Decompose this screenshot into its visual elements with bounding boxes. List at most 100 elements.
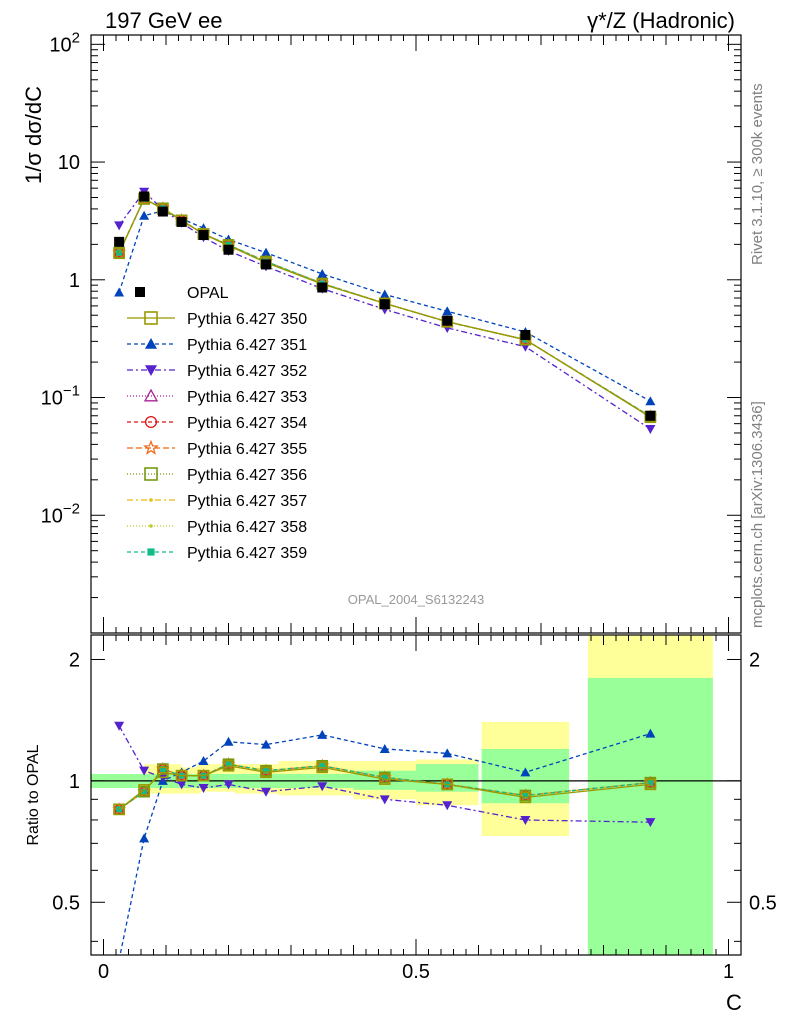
series-point: [645, 396, 656, 406]
ratio-series-point: [223, 736, 234, 746]
ratio-series-line: [118, 725, 651, 823]
series-point: [261, 247, 271, 257]
ratio-series-point: [645, 728, 656, 738]
ratio-series-point: [317, 782, 328, 792]
x-axis-label: C: [726, 990, 742, 1015]
ratio-series-point: [379, 743, 390, 753]
opal-data-point: [176, 216, 187, 227]
x-tick-label: 0.5: [402, 961, 430, 983]
ratio-series-point: [644, 778, 657, 791]
ratio-series-point: [222, 759, 235, 772]
opal-data-point: [520, 329, 531, 340]
legend-marker: [147, 548, 155, 556]
main-y-tick-label: 10−2: [41, 500, 80, 527]
opal-data-point: [317, 282, 328, 293]
ratio-series-point: [520, 767, 531, 777]
legend-label: OPAL: [187, 285, 229, 302]
legend-marker: [143, 439, 159, 455]
ratio-series-point: [141, 788, 148, 795]
legend-entry-series: Pythia 6.427 353: [127, 388, 307, 406]
series-point: [645, 425, 656, 435]
series-point: [317, 268, 328, 278]
ratio-series-line: [118, 765, 651, 810]
ratio-series-point: [116, 806, 123, 813]
legend-entry-series: Pythia 6.427 352: [127, 363, 307, 380]
ratio-y-tick-label-right: 0.5: [749, 892, 777, 914]
legend-marker: [144, 415, 158, 429]
legend-marker: [145, 338, 157, 349]
series-line: [118, 210, 651, 402]
ratio-series-point: [522, 792, 529, 799]
legend-marker: [145, 365, 157, 376]
ratio-y-tick-label: 1: [69, 771, 80, 793]
legend-entry-series: Pythia 6.427 359: [127, 545, 307, 562]
ratio-series-point: [198, 784, 209, 794]
series-point: [114, 287, 125, 297]
legend-entry-series: Pythia 6.427 355: [127, 439, 307, 458]
ratio-band-green: [587, 677, 713, 955]
ratio-series-point: [647, 779, 654, 786]
legend-label: Pythia 6.427 350: [187, 311, 307, 328]
ratio-series-point: [175, 769, 188, 782]
ratio-series-point: [317, 729, 328, 739]
ratio-series-point: [114, 721, 125, 731]
legend-entry-series: Pythia 6.427 358: [127, 519, 307, 536]
main-plot-frame: [90, 34, 742, 634]
opal-data-point: [379, 299, 390, 310]
plot-title-right: γ*/Z (Hadronic): [587, 8, 735, 33]
ratio-series-point: [261, 787, 271, 797]
legend-marker: [149, 498, 153, 502]
series-point: [114, 221, 125, 231]
ratio-series-point: [197, 769, 210, 782]
ratio-series-line: [118, 763, 651, 810]
ratio-y-tick-label: 0.5: [52, 892, 80, 914]
legend-entry-series: Pythia 6.427 356: [127, 467, 307, 484]
series-point: [442, 306, 453, 316]
ratio-series-point: [113, 803, 125, 816]
side-text-mcplots: mcplots.cern.ch [arXiv:1306.3436]: [749, 401, 766, 628]
plot-title-left: 197 GeV ee: [105, 8, 222, 33]
ratio-series-point: [225, 761, 232, 768]
ratio-series-point: [139, 833, 150, 843]
ratio-y-tick-label: 2: [69, 649, 80, 671]
ratio-series-point: [379, 795, 390, 805]
ratio-series-point: [519, 791, 532, 804]
ratio-series-point: [159, 766, 166, 773]
legend-label: Pythia 6.427 355: [187, 441, 307, 458]
legend-marker: [135, 287, 145, 297]
legend-marker: [149, 524, 153, 528]
ratio-series-point: [260, 766, 272, 779]
legend-marker: [143, 388, 159, 402]
legend-entry-series: Pythia 6.427 350: [127, 311, 307, 328]
ratio-y-axis-label: Ratio to OPAL: [25, 744, 42, 845]
ratio-series-point: [441, 778, 454, 791]
series-point: [139, 210, 150, 220]
ratio-series-point: [119, 954, 120, 955]
legend-entry-series: Pythia 6.427 351: [127, 337, 307, 354]
opal-data-point: [198, 230, 209, 241]
series-point: [379, 289, 390, 299]
opal-data-point: [114, 236, 125, 247]
legend-entry-series: Pythia 6.427 357: [127, 493, 307, 510]
ratio-series-point: [442, 801, 453, 811]
legend-label: Pythia 6.427 357: [187, 493, 307, 510]
main-y-axis-label: 1/σ dσ/dC: [21, 86, 46, 184]
ratio-series-point: [138, 784, 150, 796]
main-y-tick-label: 102: [49, 29, 80, 56]
ratio-series-point: [198, 756, 209, 766]
legend-marker: [144, 467, 158, 481]
opal-data-point: [139, 191, 150, 202]
ratio-series-point: [378, 773, 391, 785]
main-y-tick-label: 10: [58, 152, 80, 174]
ratio-y-tick-label-right: 2: [749, 649, 760, 671]
ratio-series-point: [261, 739, 271, 749]
legend-label: Pythia 6.427 351: [187, 337, 307, 354]
ratio-series-point: [381, 774, 388, 781]
side-text-rivet: Rivet 3.1.10, ≥ 300k events: [749, 83, 766, 265]
opal-data-point: [223, 244, 234, 255]
ratio-series-point: [263, 767, 269, 774]
opal-data-point: [645, 410, 656, 421]
legend-label: Pythia 6.427 356: [187, 467, 307, 484]
main-y-tick-label: 1: [69, 270, 80, 292]
